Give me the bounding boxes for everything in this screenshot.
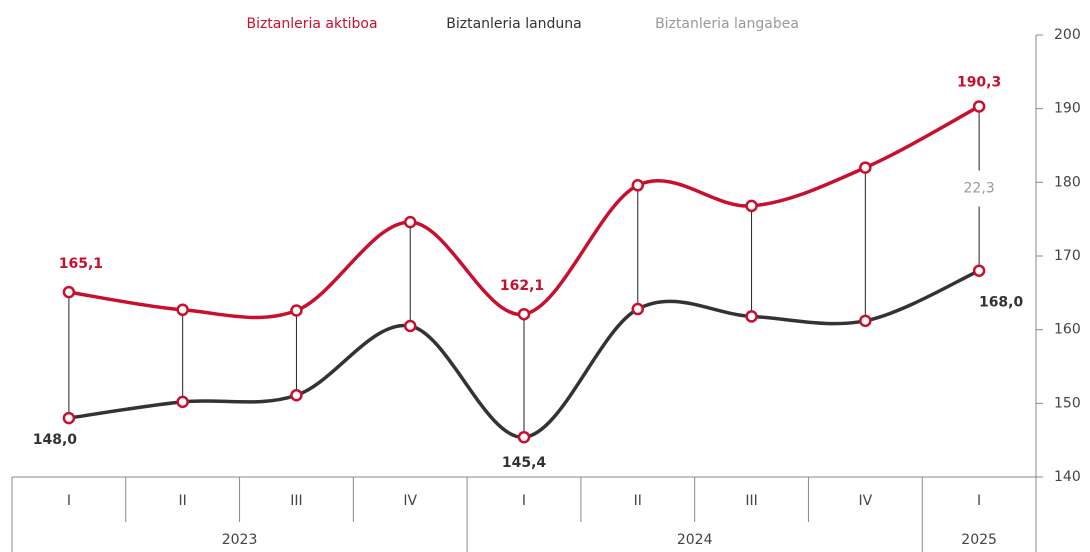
x-tick-label: III <box>290 493 302 509</box>
x-tick-label: I <box>977 493 981 509</box>
data-point <box>62 411 76 425</box>
data-point <box>176 303 189 317</box>
data-label: 168,0 <box>979 295 1024 311</box>
data-point <box>517 430 531 444</box>
y-tick-label: 150 <box>1054 395 1081 411</box>
data-point <box>972 100 986 113</box>
x-tick-label: II <box>179 493 187 509</box>
data-point <box>745 310 758 323</box>
data-label: 148,0 <box>33 432 78 448</box>
data-point <box>176 395 189 409</box>
data-point <box>859 314 872 328</box>
y-tick-label: 160 <box>1054 322 1081 338</box>
data-point <box>403 319 417 333</box>
y-tick-label: 200 <box>1054 27 1081 43</box>
x-tick-label: III <box>745 493 757 509</box>
x-tick-label: II <box>634 493 642 509</box>
year-label: 2025 <box>961 532 997 548</box>
x-tick-label: IV <box>858 493 872 509</box>
unemployed-label: 22,3 <box>964 181 995 197</box>
data-point <box>859 161 872 174</box>
data-label: 145,4 <box>502 455 547 471</box>
y-tick-label: 190 <box>1054 101 1081 117</box>
data-label: 190,3 <box>957 74 1001 90</box>
y-tick-label: 140 <box>1054 469 1081 485</box>
legend-item: Biztanleria landuna <box>446 16 582 32</box>
data-point <box>62 285 76 299</box>
data-point <box>290 304 303 317</box>
y-tick-label: 170 <box>1054 248 1081 264</box>
data-point <box>290 388 303 402</box>
data-point <box>631 179 645 192</box>
y-tick-label: 180 <box>1054 174 1081 190</box>
x-tick-label: IV <box>403 493 417 509</box>
data-point <box>403 215 417 229</box>
x-tick-label: I <box>522 493 526 509</box>
x-tick-label: I <box>67 493 71 509</box>
data-point <box>745 199 758 213</box>
data-point <box>972 264 986 277</box>
data-point <box>517 307 531 321</box>
data-label: 165,1 <box>59 256 103 272</box>
legend-item: Biztanleria langabea <box>655 16 799 32</box>
legend-item: Biztanleria aktiboa <box>246 16 377 32</box>
year-label: 2024 <box>677 532 713 548</box>
data-point <box>631 302 645 316</box>
data-label: 162,1 <box>500 278 544 294</box>
year-label: 2023 <box>222 532 258 548</box>
